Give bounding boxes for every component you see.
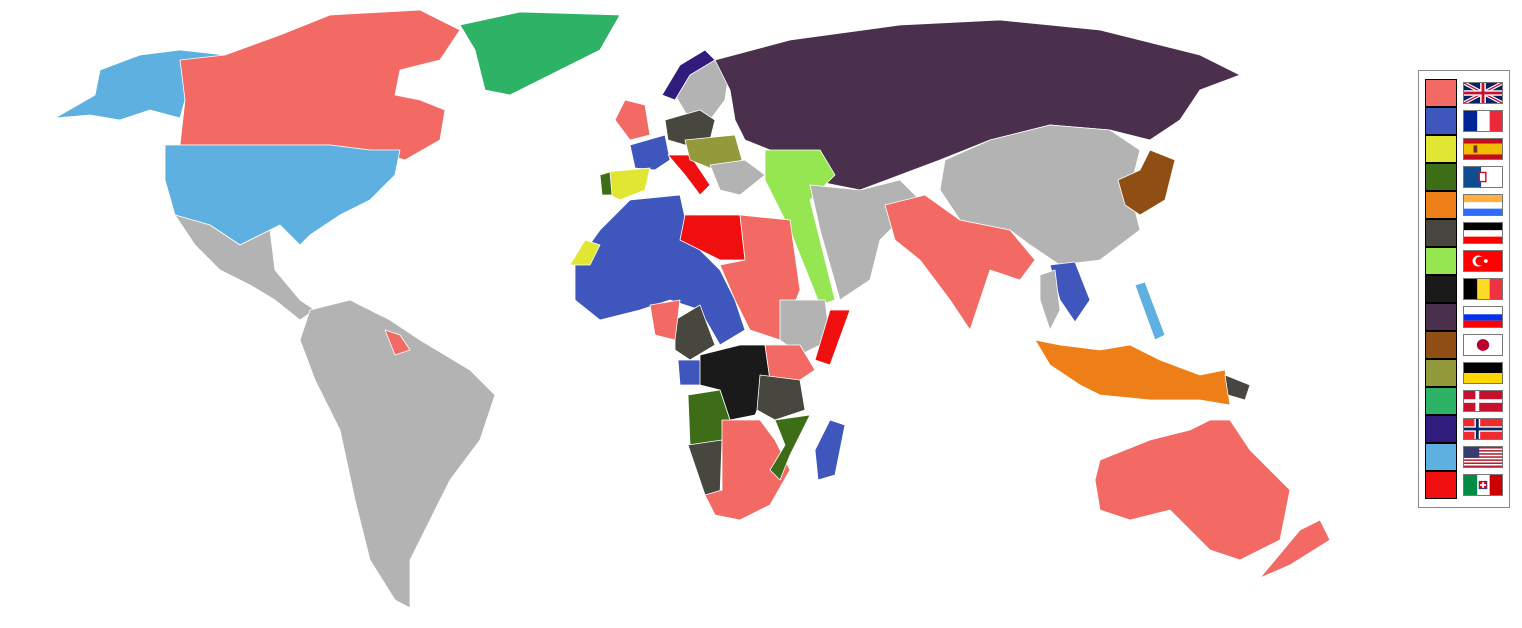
italy-flag-icon	[1463, 474, 1503, 496]
legend-entry	[1425, 415, 1505, 443]
region-mozambique	[769, 414, 811, 481]
region-portugal	[599, 171, 613, 196]
legend-entry	[1425, 247, 1505, 275]
legend-color-swatch	[1425, 471, 1457, 499]
legend-entry	[1425, 331, 1505, 359]
austria-hungary-flag-icon	[1463, 362, 1503, 384]
japan-flag-icon	[1463, 334, 1503, 356]
region-new-guinea-east	[1224, 374, 1251, 401]
region-greenland	[459, 11, 621, 96]
region-french-africa	[574, 194, 746, 346]
legend-color-swatch	[1425, 107, 1457, 135]
region-new-zealand	[1259, 519, 1331, 579]
legend-color-swatch	[1425, 275, 1457, 303]
legend-color-swatch	[1425, 331, 1457, 359]
legend-color-swatch	[1425, 415, 1457, 443]
region-german-east-africa	[756, 374, 806, 421]
legend-entry	[1425, 79, 1505, 107]
ottoman-empire-flag-icon	[1463, 250, 1503, 272]
region-british-west-africa	[649, 299, 681, 341]
legend-entry	[1425, 303, 1505, 331]
france-flag-icon	[1463, 110, 1503, 132]
region-italy	[667, 154, 711, 196]
portugal-flag-icon	[1463, 166, 1503, 188]
region-siam-malaya	[1039, 269, 1061, 331]
belgium-flag-icon	[1463, 278, 1503, 300]
legend-entry	[1425, 387, 1505, 415]
legend-color-swatch	[1425, 443, 1457, 471]
region-madagascar	[814, 419, 846, 481]
legend-color-swatch	[1425, 247, 1457, 275]
spain-flag-icon	[1463, 138, 1503, 160]
legend-entry	[1425, 191, 1505, 219]
region-china	[939, 124, 1141, 266]
legend-color-swatch	[1425, 359, 1457, 387]
norway-flag-icon	[1463, 418, 1503, 440]
region-philippines	[1134, 281, 1166, 341]
region-british-east-africa	[764, 344, 816, 381]
region-spanish-sahara	[569, 239, 601, 266]
legend-color-swatch	[1425, 79, 1457, 107]
legend-entry	[1425, 359, 1505, 387]
region-italian-somaliland	[814, 309, 851, 366]
netherlands-prinsenvlag-flag-icon	[1463, 194, 1503, 216]
legend-color-swatch	[1425, 163, 1457, 191]
legend-entry	[1425, 443, 1505, 471]
russia-flag-icon	[1463, 306, 1503, 328]
region-uk	[614, 99, 651, 141]
region-korea-japan	[1117, 149, 1176, 216]
legend-entry	[1425, 135, 1505, 163]
map-legend	[1418, 70, 1510, 508]
legend-entry	[1425, 107, 1505, 135]
region-belgian-congo	[699, 344, 771, 421]
legend-entry	[1425, 471, 1505, 499]
german-empire-flag-icon	[1463, 222, 1503, 244]
legend-color-swatch	[1425, 219, 1457, 247]
region-libya	[679, 214, 746, 261]
legend-color-swatch	[1425, 191, 1457, 219]
region-southern-africa	[704, 419, 791, 521]
region-south-america	[299, 299, 496, 609]
region-france	[629, 134, 671, 171]
region-guianas	[384, 329, 411, 356]
region-ethiopia	[779, 299, 831, 356]
legend-entry	[1425, 275, 1505, 303]
region-india	[884, 194, 1036, 331]
legend-color-swatch	[1425, 135, 1457, 163]
legend-entry	[1425, 163, 1505, 191]
legend-entry	[1425, 219, 1505, 247]
region-dutch-east-indies	[1034, 339, 1231, 406]
region-german-southwest-africa	[687, 439, 723, 496]
denmark-flag-icon	[1463, 390, 1503, 412]
region-kamerun	[674, 304, 716, 361]
region-balkans	[709, 159, 766, 196]
legend-color-swatch	[1425, 387, 1457, 415]
united-states-flag-icon	[1463, 446, 1503, 468]
legend-color-swatch	[1425, 303, 1457, 331]
region-canada	[179, 9, 461, 161]
united-kingdom-flag-icon	[1463, 82, 1503, 104]
region-australia	[1094, 419, 1291, 561]
